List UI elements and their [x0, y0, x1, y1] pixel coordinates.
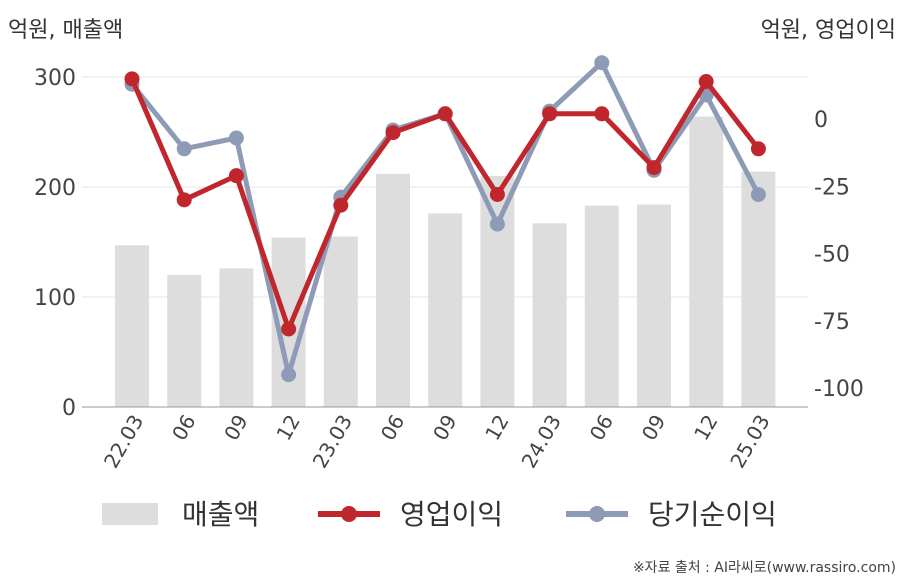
revenue-bar: [376, 173, 410, 407]
operating-profit-point: [228, 168, 244, 184]
right-tick-label: -25: [814, 175, 850, 200]
x-tick-label: 09: [219, 411, 253, 445]
operating-profit-point: [176, 192, 192, 208]
operating-profit-point: [281, 321, 297, 337]
net-income-point: [176, 141, 192, 157]
net-income-point: [489, 216, 505, 232]
revenue-bar: [428, 213, 463, 407]
revenue-bars: [115, 116, 776, 407]
operating-profit-point: [124, 71, 140, 87]
operating-profit-point: [489, 186, 505, 202]
x-tick-label: 09: [637, 411, 671, 445]
legend-marker-net-income: [589, 506, 605, 522]
legend-label-operating-profit: 영업이익: [400, 498, 503, 531]
right-tick-label: -100: [814, 377, 864, 402]
operating-profit-point: [542, 106, 558, 122]
x-tick-label: 06: [376, 411, 410, 445]
legend-swatch-revenue: [102, 503, 158, 525]
x-tick-label: 12: [480, 411, 514, 445]
revenue-bar: [323, 236, 358, 407]
left-tick-label: 100: [34, 286, 76, 311]
x-tick-label: 06: [167, 411, 201, 445]
source-note: ※자료 출처 : AI라씨로(www.rassiro.com): [633, 560, 896, 576]
profit-lines: [124, 55, 766, 383]
revenue-bar: [167, 275, 202, 407]
x-axis-ticks: 22.03 06 09 12 23.03 06 09 12 24.03 06 09 12 25.03: [99, 411, 775, 473]
net-income-point: [750, 186, 766, 202]
x-tick-label: 09: [428, 411, 462, 445]
right-tick-label: -50: [814, 243, 850, 268]
operating-profit-point: [437, 106, 453, 122]
left-axis-unit-label: 억원, 매출액: [8, 18, 123, 43]
legend-label-revenue: 매출액: [182, 498, 259, 531]
revenue-bar: [741, 171, 776, 407]
x-tick-label: 06: [585, 411, 619, 445]
right-axis-ticks: 0 -25 -50 -75 -100: [814, 108, 864, 402]
x-tick-label: 12: [271, 411, 305, 445]
operating-profit-point: [333, 197, 349, 213]
legend: 매출액 영업이익 당기순이익: [102, 498, 777, 531]
revenue-bar: [689, 116, 724, 407]
revenue-bar: [480, 176, 515, 407]
revenue-bar: [115, 245, 149, 407]
left-tick-label: 200: [34, 176, 76, 201]
x-tick-label: 24.03: [517, 411, 566, 473]
net-income-point: [281, 367, 297, 383]
net-income-point: [594, 55, 610, 71]
legend-marker-operating-profit: [341, 506, 357, 522]
x-tick-label: 12: [689, 411, 723, 445]
legend-label-net-income: 당기순이익: [648, 498, 777, 531]
operating-profit-point: [385, 125, 401, 141]
left-axis-ticks: 0 100 200 300: [34, 66, 76, 421]
x-tick-label: 25.03: [725, 411, 774, 473]
revenue-bar: [584, 205, 619, 407]
left-tick-label: 0: [62, 396, 76, 421]
right-tick-label: -75: [814, 310, 850, 335]
right-tick-label: 0: [814, 108, 828, 133]
right-axis-unit-label: 억원, 영업이익: [761, 18, 896, 43]
operating-profit-point: [594, 106, 610, 122]
x-tick-label: 23.03: [308, 411, 357, 473]
revenue-bar: [532, 223, 567, 407]
revenue-bar: [637, 204, 671, 407]
revenue-bar: [219, 268, 254, 407]
operating-profit-point: [698, 74, 714, 90]
operating-profit-point: [750, 141, 766, 157]
x-tick-label: 22.03: [99, 411, 148, 473]
net-income-point: [228, 130, 244, 146]
operating-profit-point: [646, 160, 662, 176]
left-tick-label: 300: [34, 66, 76, 91]
